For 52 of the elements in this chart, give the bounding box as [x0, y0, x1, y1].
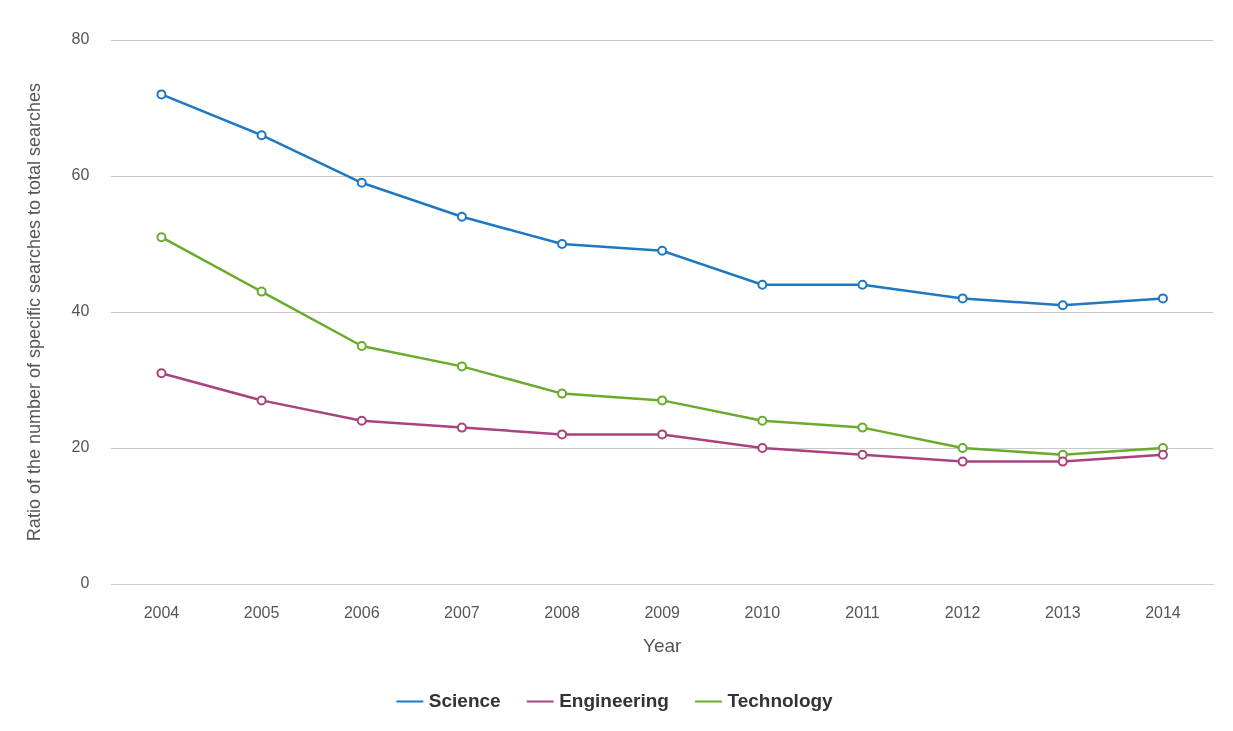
x-tick-label: 2011: [845, 604, 880, 622]
x-tick-label: 2007: [444, 604, 480, 622]
x-tick-label: 2008: [544, 604, 580, 622]
x-tick-label: 2014: [1145, 604, 1181, 622]
y-tick-label: 20: [71, 438, 90, 456]
y-tick-label: 80: [71, 30, 90, 48]
y-tick-label: 60: [71, 166, 90, 184]
point: [1057, 300, 1068, 311]
x-tick-label: 2009: [644, 604, 681, 622]
point: [857, 449, 868, 460]
point: [857, 279, 868, 290]
legend-label: Science: [428, 689, 501, 711]
y-tick-label: 0: [80, 574, 90, 592]
x-tick-label: 2006: [343, 604, 380, 622]
y-tick-label: 40: [71, 302, 90, 320]
x-tick-label: 2004: [143, 604, 180, 622]
point: [557, 429, 568, 440]
x-tick-label: 2010: [744, 604, 781, 622]
point: [456, 361, 467, 372]
point: [256, 395, 267, 406]
point: [356, 341, 367, 351]
point: [957, 443, 968, 453]
point: [156, 89, 167, 100]
x-tick-label: 2012: [944, 604, 981, 622]
point: [1157, 293, 1168, 304]
y-axis-title: Ratio of the number of specific searches to total searches: [23, 82, 44, 542]
point: [657, 245, 668, 256]
x-axis-title: Year: [643, 634, 683, 656]
x-tick-label: 2013: [1044, 604, 1081, 622]
legend-label: Engineering: [559, 689, 669, 711]
point: [657, 429, 668, 440]
point: [757, 415, 768, 426]
point: [857, 422, 868, 433]
point: [456, 422, 467, 433]
point: [156, 368, 167, 379]
point: [557, 388, 568, 399]
point: [356, 177, 367, 188]
point: [1057, 456, 1068, 467]
point: [356, 415, 367, 426]
point: [256, 286, 267, 297]
point: [757, 443, 768, 453]
legend-label: Technology: [727, 689, 834, 711]
x-tick-label: 2005: [243, 604, 280, 622]
point: [256, 130, 267, 141]
point: [957, 293, 968, 304]
point: [156, 232, 167, 243]
point: [1157, 449, 1168, 460]
point: [456, 211, 467, 222]
point: [757, 279, 768, 290]
point: [657, 395, 668, 406]
point: [557, 239, 568, 249]
point: [957, 456, 968, 467]
